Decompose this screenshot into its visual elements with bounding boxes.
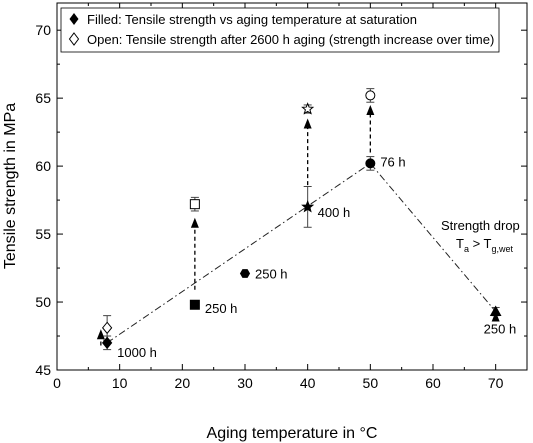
filled-square-marker — [189, 299, 200, 310]
filled-hexagon-marker — [239, 269, 251, 278]
x-tick-label: 20 — [175, 375, 191, 391]
x-tick-label: 0 — [53, 375, 61, 391]
filled-star-marker — [301, 200, 315, 213]
plot-frame — [56, 2, 528, 371]
point-label: 1000 h — [117, 345, 157, 360]
point-label: 250 h — [484, 322, 517, 337]
x-tick-label: 40 — [300, 375, 316, 391]
arrow-head — [491, 311, 500, 322]
annotation-title: Strength drop — [441, 218, 520, 233]
point-label: 400 h — [318, 205, 351, 220]
x-tick-label: 30 — [237, 375, 253, 391]
legend-open-diamond-icon — [68, 32, 80, 46]
y-tick-label: 45 — [35, 362, 51, 378]
aging-time-labels: 1000 h 250 h 250 h 400 h 76 h 250 h — [117, 154, 516, 359]
open-star-marker — [301, 102, 315, 115]
point-label: 250 h — [205, 301, 238, 316]
filled-circle-marker — [365, 158, 376, 169]
annotation-condition: Ta > Tg,wet — [456, 236, 514, 254]
legend-filled-diamond-icon — [69, 13, 79, 25]
filled-triangle-marker — [489, 305, 502, 317]
data-markers — [101, 90, 502, 350]
legend-box — [60, 7, 500, 53]
x-tick-label: 10 — [112, 375, 128, 391]
arrow-head — [366, 104, 375, 115]
axis-ticks: 0 10 20 30 40 50 60 70 45 50 55 60 65 70 — [35, 3, 527, 391]
x-tick-label: 60 — [425, 375, 441, 391]
open-diamond-marker — [101, 321, 113, 335]
strength-drop-annotation: Strength drop Ta > Tg,wet — [441, 218, 520, 254]
y-tick-label: 60 — [35, 158, 51, 174]
open-square-marker — [189, 199, 200, 210]
point-label: 76 h — [380, 154, 405, 169]
y-tick-label: 55 — [35, 226, 51, 242]
legend-filled-label: Filled: Tensile strength vs aging temper… — [87, 12, 417, 27]
filled-diamond-marker — [101, 336, 113, 350]
arrow-head — [96, 329, 105, 340]
strength-increase-arrows — [96, 104, 500, 346]
trend-line — [106, 162, 497, 344]
arrow-head — [303, 118, 312, 129]
x-tick-label: 50 — [363, 375, 379, 391]
legend-open-label: Open: Tensile strength after 2600 h agin… — [87, 32, 494, 47]
x-tick-label: 70 — [488, 375, 504, 391]
dash-dot-trend-line — [106, 162, 497, 344]
y-tick-label: 65 — [35, 90, 51, 106]
point-label: 250 h — [255, 266, 288, 281]
x-axis-label: Aging temperature in °C — [207, 425, 378, 442]
legend: Filled: Tensile strength vs aging temper… — [60, 7, 500, 53]
y-tick-label: 50 — [35, 294, 51, 310]
y-axis-label: Tensile strength in MPa — [2, 103, 19, 269]
arrow-head — [190, 217, 199, 228]
y-tick-label: 70 — [35, 22, 51, 38]
open-circle-marker — [365, 90, 376, 101]
